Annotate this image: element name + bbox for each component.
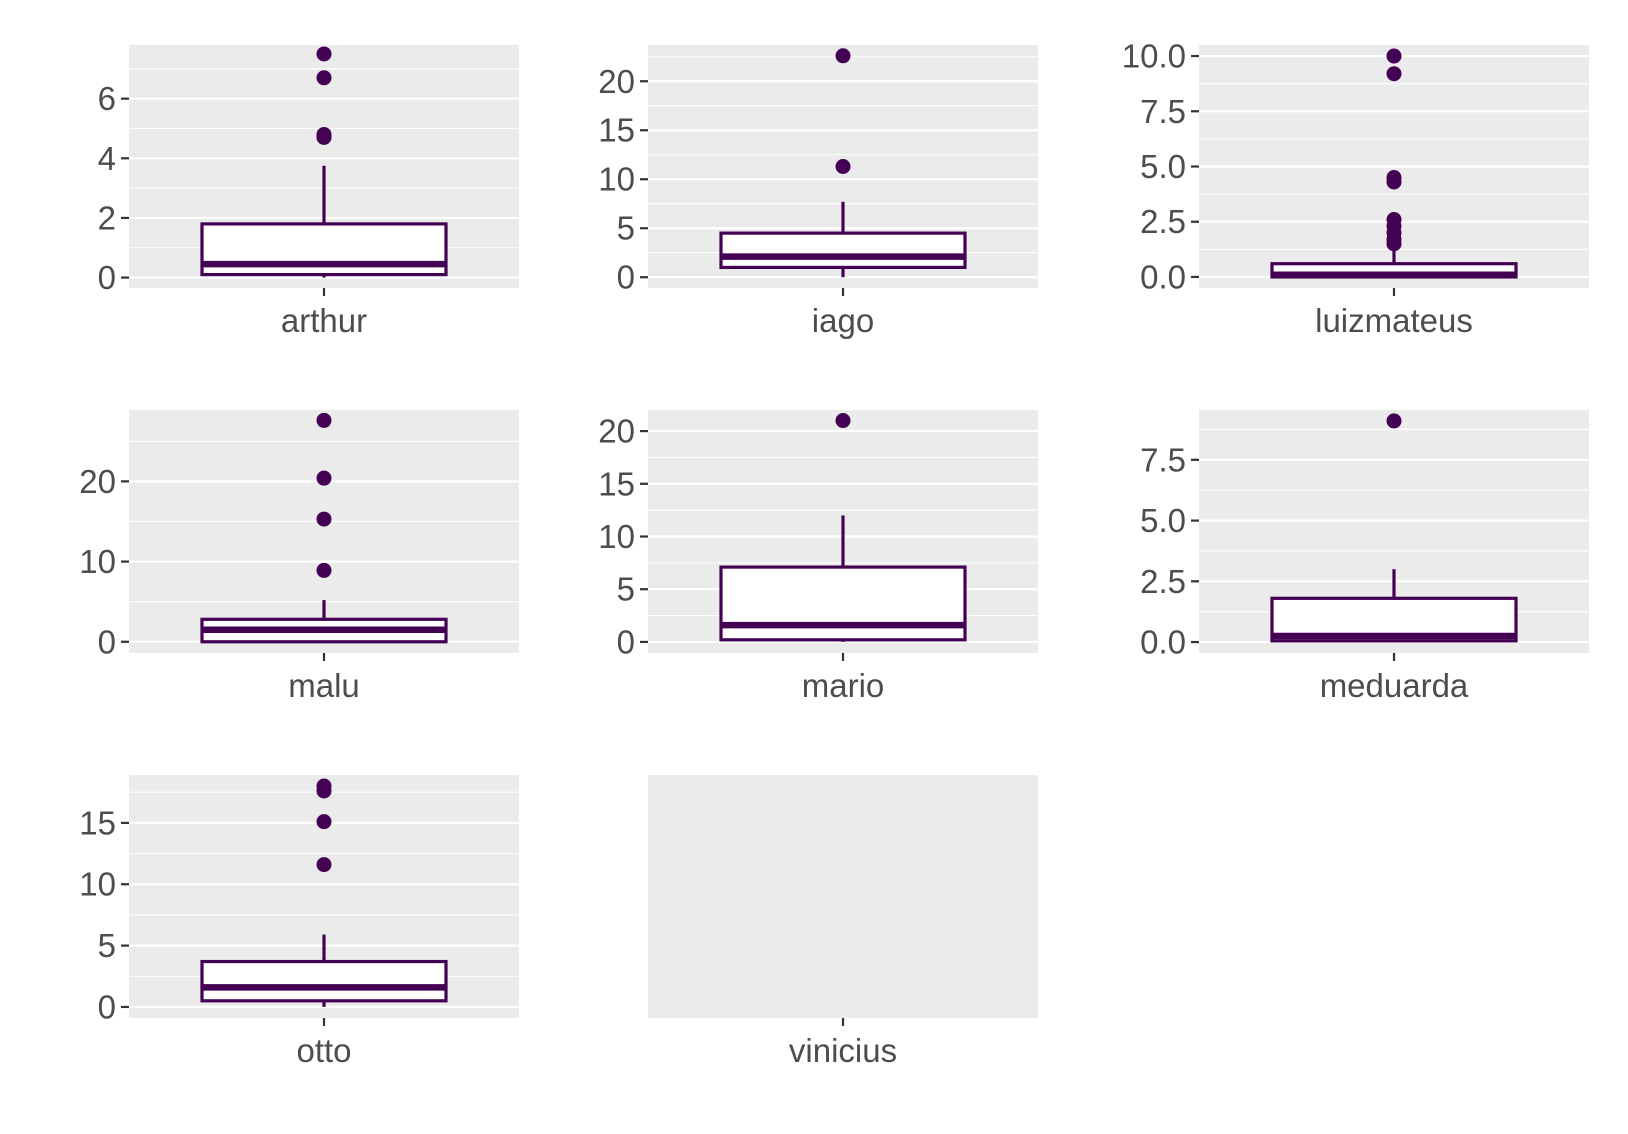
y-tick-label: 4 bbox=[98, 140, 116, 177]
panel-background bbox=[648, 775, 1038, 1018]
outlier-point bbox=[835, 159, 851, 174]
y-tick-label: 5.0 bbox=[1140, 502, 1186, 539]
y-tick-label: 10 bbox=[79, 543, 116, 580]
y-tick-label: 0.0 bbox=[1140, 258, 1186, 295]
category-label: otto bbox=[296, 1032, 351, 1069]
y-tick-label: 15 bbox=[598, 465, 635, 502]
y-tick-label: 10 bbox=[598, 161, 635, 198]
outlier-point bbox=[835, 48, 851, 64]
outlier-point bbox=[316, 126, 332, 142]
outlier-point bbox=[316, 470, 332, 486]
outlier-point bbox=[1386, 48, 1402, 64]
outlier-point bbox=[316, 70, 332, 86]
y-tick-label: 2 bbox=[98, 199, 116, 236]
panel-vinicius: vinicius bbox=[648, 775, 1038, 1069]
outlier-point bbox=[316, 857, 332, 873]
category-label: iago bbox=[812, 302, 874, 339]
panel-malu: 0 10 20 malu bbox=[79, 410, 519, 704]
panel-mario: 0 5 10 15 20 mario bbox=[598, 410, 1038, 704]
category-label: meduarda bbox=[1320, 667, 1469, 704]
panel-iago: 0 5 10 15 20 iago bbox=[598, 45, 1038, 339]
y-tick-label: 0 bbox=[98, 259, 116, 296]
y-tick-label: 20 bbox=[598, 413, 635, 450]
outlier-point bbox=[1386, 170, 1402, 186]
panel-otto: 0 5 10 15 otto bbox=[79, 775, 519, 1069]
y-tick-label: 15 bbox=[79, 804, 116, 841]
y-tick-label: 0 bbox=[617, 623, 635, 660]
y-tick-label: 20 bbox=[598, 63, 635, 100]
category-label: vinicius bbox=[789, 1032, 897, 1069]
y-tick-label: 15 bbox=[598, 112, 635, 149]
y-tick-label: 7.5 bbox=[1140, 441, 1186, 478]
y-tick-label: 6 bbox=[98, 80, 116, 117]
y-tick-label: 0.0 bbox=[1140, 624, 1186, 661]
y-tick-label: 10.0 bbox=[1122, 38, 1186, 75]
y-tick-label: 10 bbox=[598, 518, 635, 555]
outlier-point bbox=[316, 412, 332, 428]
outlier-point bbox=[1386, 413, 1402, 429]
panel-luizmateus: 0.0 2.5 5.0 7.5 10.0 luizmateus bbox=[1122, 38, 1589, 339]
outlier-point bbox=[316, 511, 332, 527]
y-tick-label: 10 bbox=[79, 866, 116, 903]
category-label: malu bbox=[288, 667, 360, 704]
outlier-point bbox=[316, 46, 332, 62]
y-tick-label: 0 bbox=[617, 259, 635, 296]
outlier-point bbox=[1386, 66, 1402, 82]
box bbox=[719, 565, 967, 642]
y-tick-label: 5 bbox=[98, 927, 116, 964]
y-tick-label: 20 bbox=[79, 463, 116, 500]
box bbox=[200, 959, 448, 1003]
category-label: luizmateus bbox=[1315, 302, 1473, 339]
outlier-point bbox=[835, 413, 851, 429]
y-tick-label: 5.0 bbox=[1140, 148, 1186, 185]
y-tick-label: 2.5 bbox=[1140, 203, 1186, 240]
panel-meduarda: 0.0 2.5 5.0 7.5 meduarda bbox=[1140, 410, 1589, 704]
category-label: mario bbox=[802, 667, 885, 704]
box bbox=[719, 231, 967, 270]
category-label: arthur bbox=[281, 302, 367, 339]
y-tick-label: 5 bbox=[617, 571, 635, 608]
outlier-point bbox=[316, 562, 332, 578]
y-tick-label: 5 bbox=[617, 210, 635, 247]
y-tick-label: 2.5 bbox=[1140, 563, 1186, 600]
y-tick-label: 0 bbox=[98, 623, 116, 660]
outlier-point bbox=[1386, 212, 1402, 228]
outlier-point bbox=[316, 814, 332, 830]
y-tick-label: 7.5 bbox=[1140, 93, 1186, 130]
outlier-point bbox=[316, 778, 332, 794]
y-tick-label: 0 bbox=[98, 988, 116, 1025]
panel-arthur: 0 2 4 6 arthur bbox=[98, 45, 519, 339]
